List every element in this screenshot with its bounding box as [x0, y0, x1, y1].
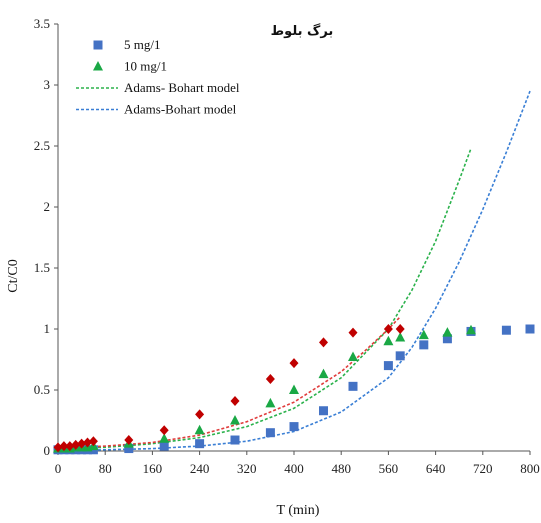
- data-points: [53, 324, 535, 455]
- legend-label: 10 mg/1: [124, 59, 167, 74]
- square-point: [525, 324, 535, 334]
- square-point: [124, 444, 134, 454]
- diamond-point: [59, 441, 69, 452]
- diamond-point: [348, 327, 358, 338]
- x-tick-label: 0: [55, 461, 62, 476]
- y-tick-label: 0: [44, 443, 51, 458]
- square-point: [230, 435, 240, 445]
- triangle-point: [289, 384, 299, 394]
- triangle-point: [383, 335, 394, 346]
- triangle-point: [348, 351, 358, 362]
- diamond-point: [53, 442, 63, 453]
- square-point: [383, 361, 393, 371]
- axes: 0 0.5 1 1.5 2 2.5 3 3.5 0 80 160 240 320 400 480 560 640…: [34, 16, 540, 476]
- legend-square-swatch: [93, 40, 103, 50]
- triangle-point: [418, 329, 429, 340]
- square-point: [419, 340, 429, 350]
- x-tick-label: 400: [284, 461, 304, 476]
- triangle-point: [194, 424, 205, 435]
- square-point: [159, 441, 169, 451]
- diamond-point: [230, 395, 240, 406]
- y-tick-label: 0.5: [34, 382, 50, 397]
- x-tick-label: 720: [473, 461, 493, 476]
- diamond-point: [195, 409, 205, 420]
- square-point: [319, 406, 328, 416]
- triangle-point: [265, 397, 276, 408]
- x-tick-label: 80: [99, 461, 112, 476]
- legend-triangle-swatch: [93, 61, 103, 71]
- y-axis-title: Ct/C0: [6, 259, 21, 292]
- legend: 5 mg/1 10 mg/1 Adams- Bohart model Adams-Bo…: [76, 37, 240, 117]
- x-tick-label: 800: [520, 461, 540, 476]
- diamond-point: [265, 374, 275, 385]
- legend-label: Adams- Bohart model: [124, 80, 240, 95]
- square-point: [395, 351, 405, 361]
- x-tick-label: 160: [143, 461, 163, 476]
- diamond-point: [159, 425, 169, 436]
- triangle-point: [395, 332, 406, 342]
- square-point: [195, 439, 205, 449]
- triangle-point: [442, 327, 453, 337]
- triangle-point: [159, 433, 170, 443]
- y-tick-label: 1.5: [34, 260, 50, 275]
- legend-label: 5 mg/1: [124, 37, 160, 52]
- diamond-point: [395, 324, 405, 334]
- triangle-point: [466, 324, 476, 335]
- diamond-point: [319, 337, 328, 348]
- y-tick-label: 2.5: [34, 138, 50, 153]
- square-point: [289, 422, 299, 432]
- x-tick-label: 240: [190, 461, 210, 476]
- square-point: [442, 334, 452, 344]
- x-tick-label: 560: [379, 461, 399, 476]
- model-curve-4: [57, 148, 472, 450]
- x-tick-label: 320: [237, 461, 257, 476]
- triangle-point: [318, 368, 329, 379]
- x-tick-label: 640: [426, 461, 446, 476]
- y-tick-label: 2: [44, 199, 51, 214]
- diamond-point: [124, 435, 134, 446]
- triangle-point: [230, 415, 240, 425]
- y-tick-label: 1: [44, 321, 51, 336]
- x-tick-label: 480: [331, 461, 351, 476]
- diamond-point: [88, 436, 98, 447]
- diamond-point: [83, 437, 92, 448]
- diamond-point: [289, 358, 299, 369]
- y-tick-label: 3.5: [34, 16, 50, 31]
- diamond-point: [383, 324, 393, 334]
- square-point: [501, 325, 511, 335]
- legend-label: Adams-Bohart model: [124, 102, 237, 117]
- diamond-point: [77, 438, 87, 449]
- diamond-point: [71, 439, 81, 450]
- y-tick-label: 3: [44, 77, 51, 92]
- x-axis-title: T (min): [277, 503, 320, 518]
- chart-title: برگ بلوط: [271, 22, 334, 39]
- square-point: [265, 428, 275, 438]
- square-point: [348, 381, 358, 391]
- diamond-point: [65, 441, 75, 452]
